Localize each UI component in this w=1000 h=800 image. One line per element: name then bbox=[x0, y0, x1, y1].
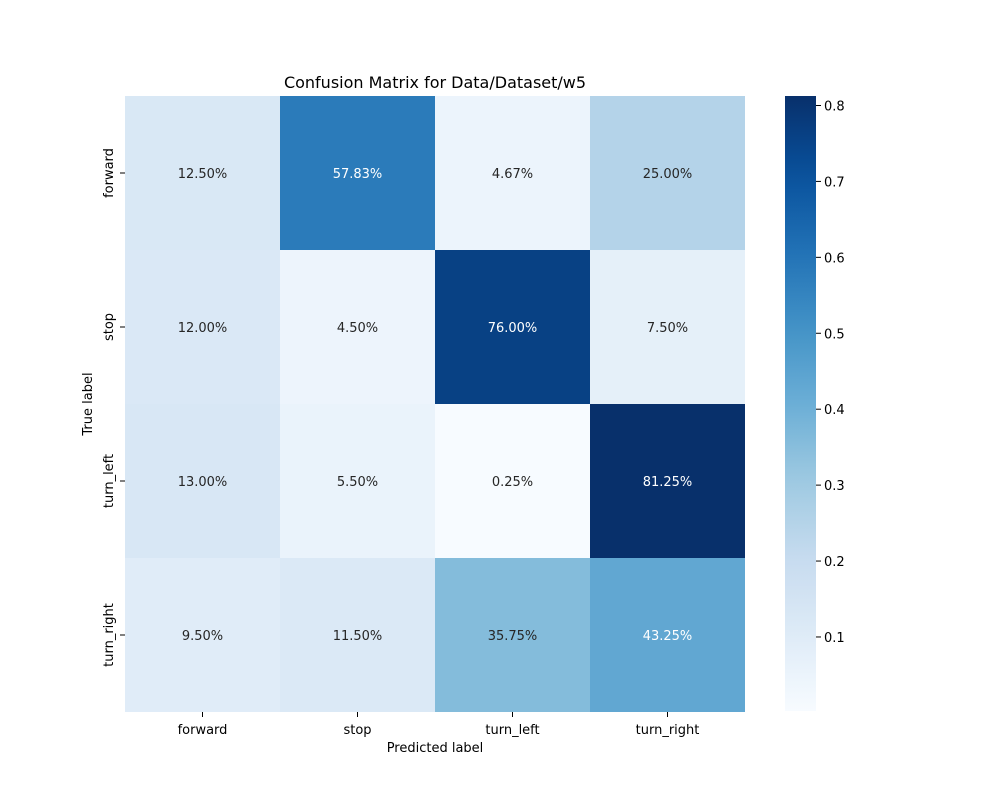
heatmap-cell bbox=[125, 558, 280, 712]
colorbar-tick-label: 0.8 bbox=[824, 99, 845, 114]
heatmap-cell bbox=[590, 558, 745, 712]
colorbar-tick-label: 0.1 bbox=[824, 631, 845, 646]
cell-value-label: 13.00% bbox=[178, 475, 228, 490]
colorbar bbox=[785, 96, 816, 711]
heatmap-cell bbox=[590, 404, 745, 558]
x-axis-label: Predicted label bbox=[387, 741, 484, 756]
colorbar-tick-label: 0.5 bbox=[824, 327, 845, 342]
heatmap-cell bbox=[280, 558, 435, 712]
heatmap-cell bbox=[280, 96, 435, 250]
colorbar-tick-label: 0.6 bbox=[824, 251, 845, 266]
x-tick-label: stop bbox=[343, 723, 371, 738]
chart-title: Confusion Matrix for Data/Dataset/w5 bbox=[284, 73, 586, 92]
heatmap-cell bbox=[590, 96, 745, 250]
cell-value-label: 11.50% bbox=[333, 629, 383, 644]
heatmap-cell bbox=[280, 250, 435, 404]
x-tick-label: forward bbox=[178, 723, 228, 738]
heatmap-cell bbox=[590, 250, 745, 404]
heatmap-cell bbox=[125, 250, 280, 404]
cell-value-label: 76.00% bbox=[488, 321, 538, 336]
heatmap-cells: 12.50% 57.83% 4.67% 25.00% 12.00% 4.50% 76.00%… bbox=[125, 96, 745, 712]
y-axis: forward stop turn_left turn_right bbox=[102, 148, 125, 667]
cell-value-label: 12.00% bbox=[178, 321, 228, 336]
colorbar-tick-label: 0.4 bbox=[824, 403, 845, 418]
colorbar-tick-label: 0.2 bbox=[824, 555, 845, 570]
x-tick-label: turn_right bbox=[636, 723, 700, 738]
heatmap-cell bbox=[280, 404, 435, 558]
cell-value-label: 25.00% bbox=[643, 167, 693, 182]
cell-value-label: 9.50% bbox=[182, 629, 223, 644]
cell-value-label: 35.75% bbox=[488, 629, 538, 644]
x-tick-label: turn_left bbox=[485, 723, 539, 738]
cell-value-label: 57.83% bbox=[333, 167, 383, 182]
y-tick-label: stop bbox=[102, 313, 117, 341]
heatmap-cell bbox=[435, 404, 590, 558]
heatmap-cell bbox=[435, 96, 590, 250]
y-axis-label: True label bbox=[81, 372, 96, 436]
heatmap-cell bbox=[435, 250, 590, 404]
cell-value-label: 4.50% bbox=[337, 321, 378, 336]
cell-value-label: 43.25% bbox=[643, 629, 693, 644]
heatmap-cell bbox=[435, 558, 590, 712]
cell-value-label: 12.50% bbox=[178, 167, 228, 182]
cell-value-label: 81.25% bbox=[643, 475, 693, 490]
y-tick-label: turn_right bbox=[102, 603, 117, 667]
colorbar-tick-label: 0.3 bbox=[824, 479, 845, 494]
x-axis: forward stop turn_left turn_right bbox=[178, 712, 700, 738]
cell-value-label: 4.67% bbox=[492, 167, 533, 182]
heatmap-cell bbox=[125, 96, 280, 250]
y-tick-label: turn_left bbox=[102, 454, 117, 508]
cell-value-label: 5.50% bbox=[337, 475, 378, 490]
y-tick-label: forward bbox=[102, 148, 117, 198]
cell-value-label: 7.50% bbox=[647, 321, 688, 336]
colorbar-ticks: 0.1 0.2 0.3 0.4 0.5 0.6 0.7 0.8 bbox=[816, 99, 845, 646]
heatmap-cell bbox=[125, 404, 280, 558]
colorbar-tick-label: 0.7 bbox=[824, 175, 845, 190]
cell-value-label: 0.25% bbox=[492, 475, 533, 490]
